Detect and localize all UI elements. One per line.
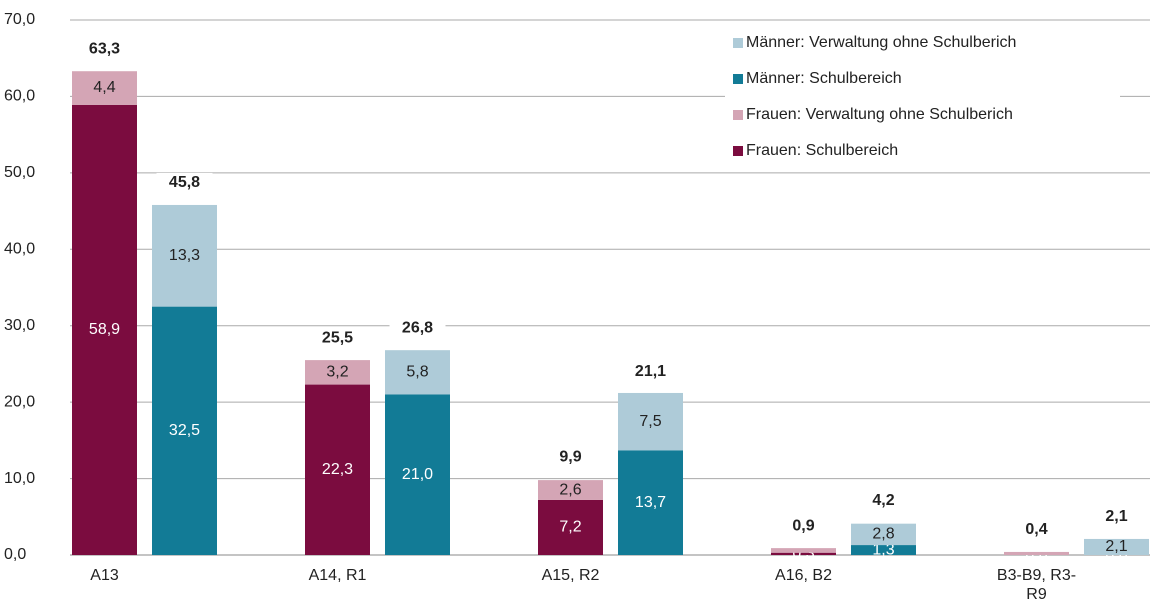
segment-label: 2,1 [1105,538,1127,555]
bar-segment [305,360,370,385]
bar-segment [851,523,916,546]
y-tick-label: 50,0 [4,164,35,181]
bar-segment [771,548,836,553]
segment-label: 13,7 [635,494,666,511]
bar-segment [152,204,217,307]
legend-swatch [733,74,743,84]
total-label-bg [855,490,912,511]
total-label-bg [389,318,446,339]
legend-label: Männer: Schulbereich [746,70,902,87]
bar-segment [385,394,450,555]
total-label-bg [1088,506,1145,527]
segment-label: 22,3 [322,461,353,478]
bar-segment [538,499,603,555]
total-label-bg [1008,519,1065,540]
bar-segment [618,392,683,451]
segment-label: 58,9 [89,321,120,338]
total-label: 21,1 [635,363,666,380]
total-label: 4,2 [872,492,894,509]
legend-bg [725,27,1120,167]
segment-label: 4,4 [93,79,115,96]
bar-segment [305,384,370,555]
bar-segment [152,306,217,555]
segment-label: 7,5 [639,413,661,430]
total-label: 2,1 [1105,508,1127,525]
y-tick-label: 30,0 [4,317,35,334]
x-tick-label: A15, R2 [541,567,600,584]
legend-swatch [733,110,743,120]
segment-label: 0,3 [792,545,814,562]
legend-label: Männer: Verwaltung ohne Schulberich [746,34,1016,51]
bar-segment [1004,551,1069,555]
legend-swatch [733,38,743,48]
total-label: 0,9 [792,517,814,534]
total-label-bg [775,516,832,537]
segment-label: 3,2 [326,364,348,381]
total-label: 25,5 [322,329,353,346]
total-label: 0,4 [1025,521,1047,538]
segment-label: 2,8 [872,526,894,543]
y-tick-label: 40,0 [4,241,35,258]
bar-segment [1084,538,1149,555]
segment-label: 21,0 [402,466,433,483]
y-tick-label: 60,0 [4,88,35,105]
total-label-bg [622,361,679,382]
y-tick-label: 20,0 [4,393,35,410]
y-tick-label: 70,0 [4,11,35,28]
x-tick-label: A16, B2 [775,567,832,584]
bar-segment [771,552,836,555]
segment-label: 1,3 [872,541,894,558]
total-label: 9,9 [559,449,581,466]
y-tick-label: 0,0 [4,546,26,563]
legend-label: Frauen: Schulbereich [746,142,898,159]
bar-segment [851,545,916,555]
total-label-bg [76,39,133,60]
x-tick-label: B3-B9, R3-R9 [996,567,1077,603]
segment-label: 5,8 [406,364,428,381]
total-label: 63,3 [89,40,120,57]
segment-label: 13,3 [169,247,200,264]
segment-label: 7,2 [559,519,581,536]
segment-label: 2,6 [559,481,581,498]
total-label-bg [309,328,366,349]
bar-segment [72,104,137,555]
total-label: 26,8 [402,319,433,336]
y-tick-label: 10,0 [4,470,35,487]
total-label: 45,8 [169,174,200,191]
total-label-bg [542,447,599,468]
x-tick-label: A13 [90,567,119,584]
segment-label: 32,5 [169,422,200,439]
bar-segment [538,480,603,500]
legend-swatch [733,146,743,156]
total-label-bg [156,172,213,193]
x-tick-label: A14, R1 [308,567,367,584]
legend-label: Frauen: Verwaltung ohne Schulberich [746,106,1013,123]
bar-segment [618,450,683,555]
bar-segment [385,350,450,395]
bar-segment [72,71,137,105]
